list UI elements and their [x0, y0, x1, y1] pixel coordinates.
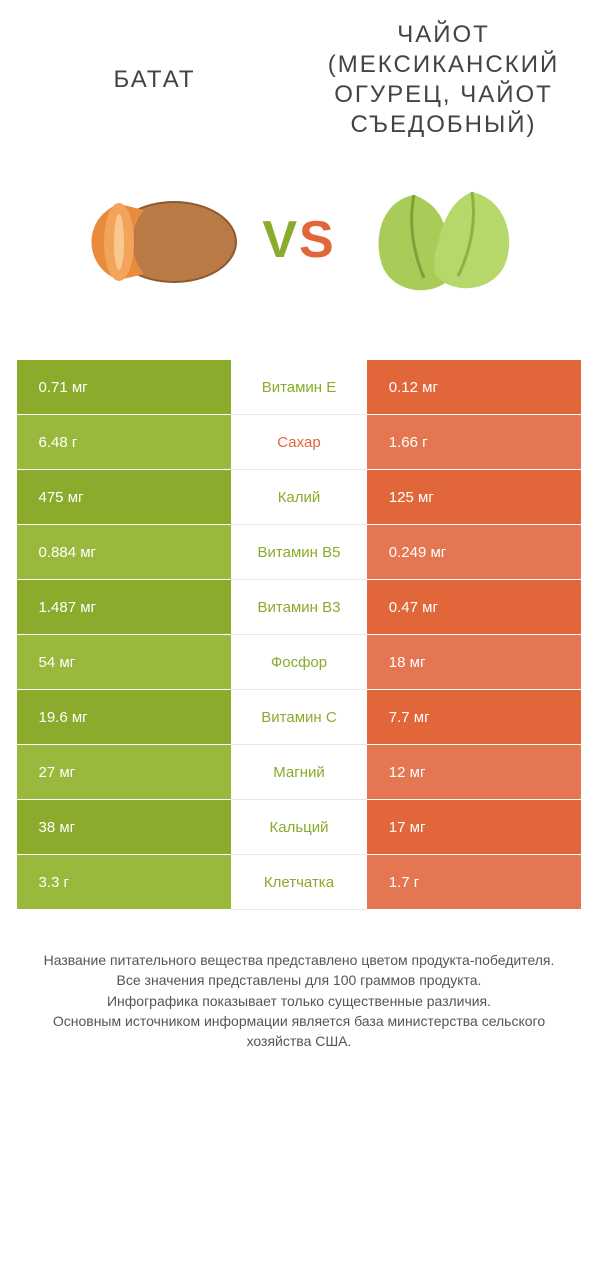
right-value: 125 мг [367, 470, 582, 525]
header-row: БАТАТ ЧАЙОТ (МЕКСИКАНСКИЙ ОГУРЕЦ, ЧАЙОТ … [0, 0, 598, 150]
nutrient-label: Сахар [231, 415, 367, 470]
vs-letter-s: S [299, 211, 336, 269]
footer-line: Название питательного вещества представл… [19, 950, 579, 970]
nutrient-label: Витамин C [231, 690, 367, 745]
table-row: 0.884 мгВитамин B50.249 мг [17, 525, 582, 580]
footer-line: Основным источником информации является … [19, 1011, 579, 1052]
left-value: 38 мг [17, 800, 232, 855]
table-row: 38 мгКальций17 мг [17, 800, 582, 855]
nutrient-table: 0.71 мгВитамин E0.12 мг6.48 гСахар1.66 г… [17, 360, 582, 910]
table-row: 1.487 мгВитамин B30.47 мг [17, 580, 582, 635]
right-value: 0.249 мг [367, 525, 582, 580]
table-row: 475 мгКалий125 мг [17, 470, 582, 525]
vs-letter-v: V [262, 211, 299, 269]
footer-line: Все значения представлены для 100 граммо… [19, 970, 579, 990]
left-value: 3.3 г [17, 855, 232, 910]
right-value: 0.47 мг [367, 580, 582, 635]
left-value: 27 мг [17, 745, 232, 800]
left-value: 54 мг [17, 635, 232, 690]
nutrient-label: Витамин B5 [231, 525, 367, 580]
infographic-page: БАТАТ ЧАЙОТ (МЕКСИКАНСКИЙ ОГУРЕЦ, ЧАЙОТ … [0, 0, 598, 1051]
left-value: 475 мг [17, 470, 232, 525]
right-value: 1.7 г [367, 855, 582, 910]
right-value: 17 мг [367, 800, 582, 855]
table-row: 3.3 гКлетчатка1.7 г [17, 855, 582, 910]
images-row: VS [0, 150, 598, 360]
left-value: 6.48 г [17, 415, 232, 470]
table-row: 27 мгМагний12 мг [17, 745, 582, 800]
left-value: 1.487 мг [17, 580, 232, 635]
right-value: 12 мг [367, 745, 582, 800]
footer-text: Название питательного вещества представл… [19, 950, 579, 1051]
left-value: 0.71 мг [17, 360, 232, 415]
nutrient-label: Фосфор [231, 635, 367, 690]
nutrient-label: Магний [231, 745, 367, 800]
left-value: 0.884 мг [17, 525, 232, 580]
right-value: 18 мг [367, 635, 582, 690]
table-row: 0.71 мгВитамин E0.12 мг [17, 360, 582, 415]
footer-line: Инфографика показывает только существенн… [19, 991, 579, 1011]
left-value: 19.6 мг [17, 690, 232, 745]
right-value: 1.66 г [367, 415, 582, 470]
right-value: 0.12 мг [367, 360, 582, 415]
sweet-potato-icon [74, 180, 244, 300]
table-row: 19.6 мгВитамин C7.7 мг [17, 690, 582, 745]
nutrient-label: Витамин E [231, 360, 367, 415]
nutrient-label: Кальций [231, 800, 367, 855]
nutrient-label: Клетчатка [231, 855, 367, 910]
left-product-title: БАТАТ [10, 65, 299, 95]
table-row: 54 мгФосфор18 мг [17, 635, 582, 690]
right-value: 7.7 мг [367, 690, 582, 745]
nutrient-label: Витамин B3 [231, 580, 367, 635]
right-product-title: ЧАЙОТ (МЕКСИКАНСКИЙ ОГУРЕЦ, ЧАЙОТ СЪЕДОБ… [299, 20, 588, 140]
table-row: 6.48 гСахар1.66 г [17, 415, 582, 470]
nutrient-label: Калий [231, 470, 367, 525]
chayote-icon [354, 180, 524, 300]
vs-label: VS [262, 210, 335, 270]
